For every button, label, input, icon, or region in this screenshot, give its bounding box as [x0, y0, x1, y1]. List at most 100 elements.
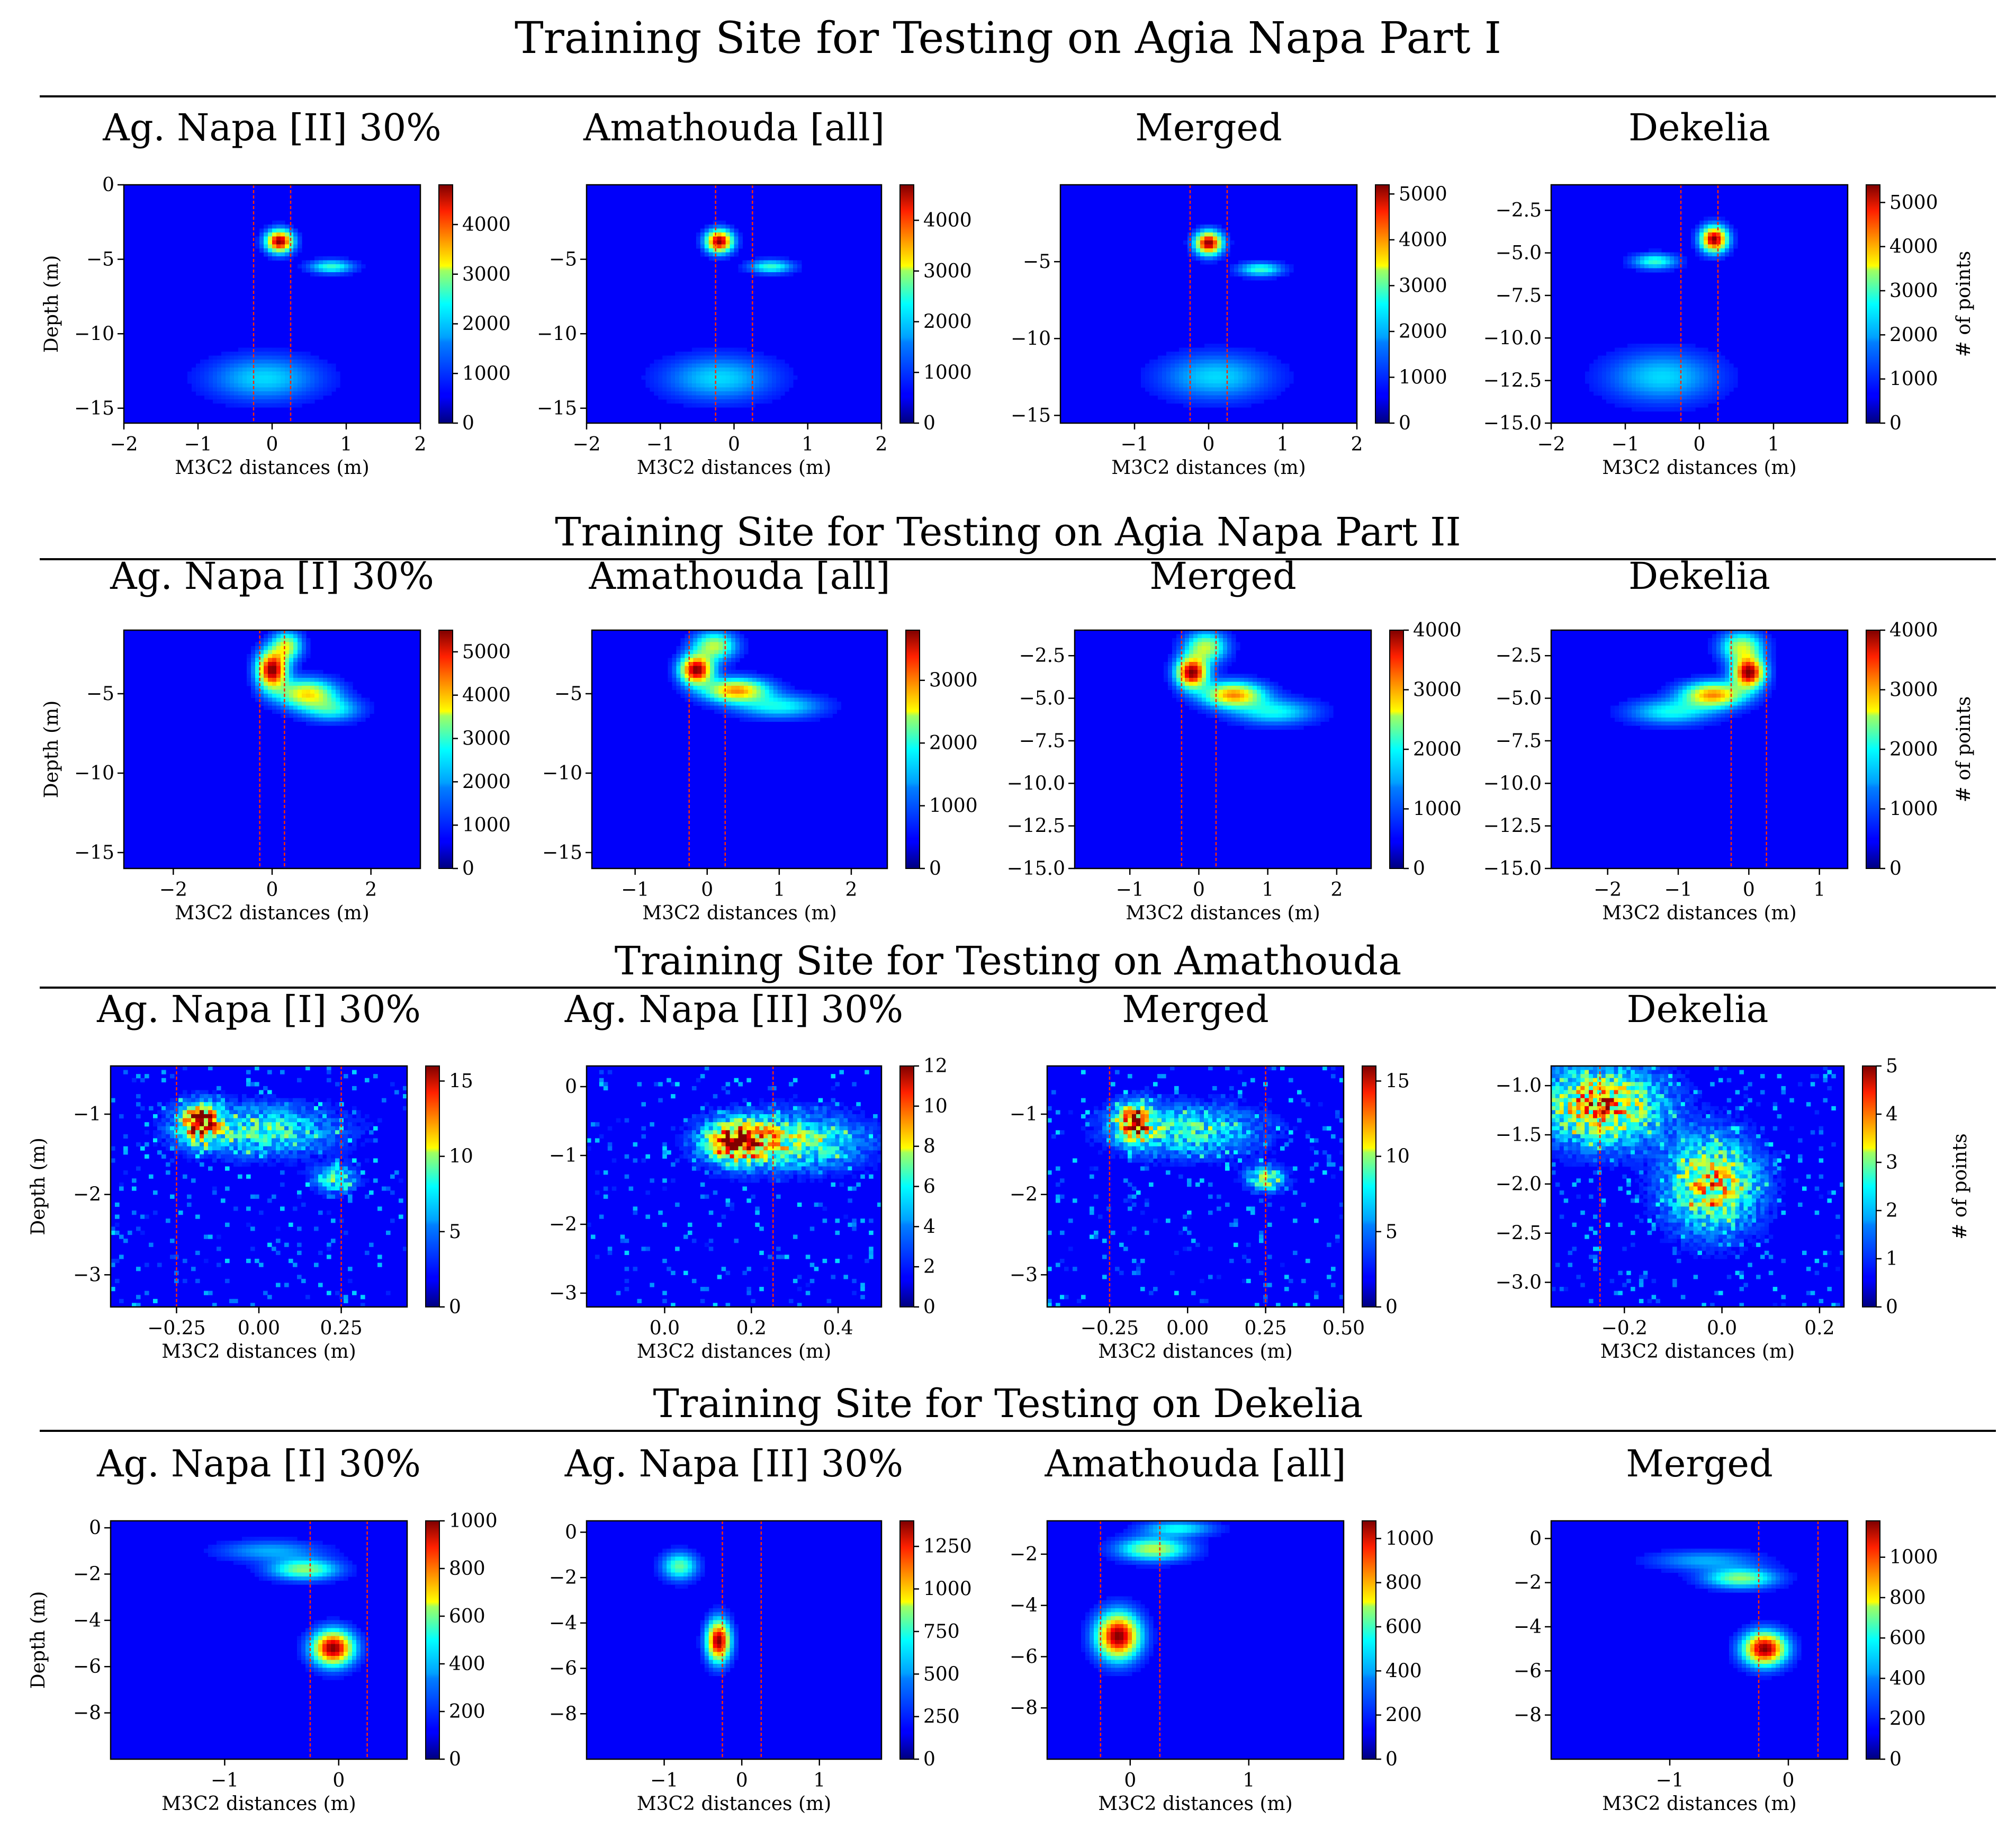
heatmap-cell: [272, 391, 277, 396]
heatmap-cell: [327, 272, 332, 277]
heatmap-cell: [700, 355, 705, 360]
heatmap-cell: [331, 375, 336, 380]
heatmap-cell: [1251, 387, 1256, 392]
heatmap-cell: [1716, 387, 1721, 392]
heatmap-cell: [784, 368, 789, 372]
heatmap-cell: [735, 650, 740, 655]
heatmap-cell: [1661, 697, 1666, 702]
heatmap-cell: [1320, 710, 1325, 714]
heatmap-cell: [1678, 689, 1683, 694]
heatmap-cell: [1644, 713, 1649, 718]
heatmap-cell: [1704, 395, 1708, 400]
heatmap-cell: [1202, 678, 1207, 683]
heatmap-cell: [1657, 407, 1662, 412]
heatmap-cell: [1176, 634, 1181, 639]
heatmap-cell: [1214, 710, 1219, 714]
heatmap-cell: [704, 244, 709, 249]
heatmap-cell: [1227, 710, 1232, 714]
heatmap-cell: [1695, 248, 1700, 253]
heatmap-cell: [1653, 710, 1658, 714]
heatmap-cell: [1204, 228, 1209, 233]
heatmap-cell: [1282, 694, 1287, 698]
heatmap-cell: [238, 360, 243, 364]
heatmap-cell: [738, 375, 743, 380]
heatmap-cell: [1670, 355, 1675, 360]
heatmap-cell: [1695, 718, 1700, 722]
heatmap-cell: [1695, 674, 1700, 678]
heatmap-cell: [1661, 407, 1666, 412]
heatmap-cell: [768, 368, 772, 372]
heatmap-cell: [1259, 264, 1264, 269]
heatmap-cell: [259, 658, 264, 662]
heatmap-cell: [1213, 352, 1218, 356]
heatmap-cell: [1661, 689, 1666, 694]
heatmap-cell: [166, 1130, 170, 1135]
heatmap-cell: [1204, 403, 1209, 408]
heatmap-cell: [1657, 260, 1662, 265]
x-tick-label: −2: [110, 434, 138, 455]
heatmap-cell: [710, 674, 715, 678]
heatmap-cell: [1312, 713, 1317, 718]
heatmap-cell: [742, 399, 747, 404]
heatmap-cell: [693, 697, 698, 702]
heatmap-cell: [1708, 718, 1713, 722]
heatmap-cell: [683, 375, 688, 380]
heatmap-cell: [731, 658, 736, 662]
heatmap-cell: [658, 363, 663, 368]
heatmap-cell: [1198, 710, 1202, 714]
heatmap-cell: [264, 228, 268, 233]
heatmap-cell: [685, 638, 689, 643]
heatmap-cell: [1610, 399, 1615, 404]
heatmap-cell: [772, 383, 777, 388]
heatmap-cell: [718, 670, 723, 675]
heatmap-cell: [1712, 654, 1717, 659]
heatmap-cell: [714, 694, 719, 698]
heatmap-cell: [1725, 252, 1730, 257]
heatmap-cell: [1251, 347, 1256, 352]
heatmap-cell: [1687, 363, 1691, 368]
heatmap-cell: [777, 705, 782, 710]
heatmap-cell: [1615, 387, 1619, 392]
heatmap-cell: [234, 368, 239, 372]
heatmap-cell: [1164, 666, 1168, 670]
heatmap-cell: [641, 375, 646, 380]
heatmap-cell: [1687, 387, 1691, 392]
heatmap-cell: [717, 252, 722, 257]
heatmap-cell: [1227, 713, 1232, 718]
heatmap-cell: [1171, 375, 1175, 380]
heatmap-cell: [327, 375, 332, 380]
heatmap-cell: [1206, 646, 1211, 651]
heatmap-cell: [1636, 399, 1641, 404]
heatmap-cell: [717, 256, 722, 261]
heatmap-cell: [721, 395, 726, 400]
heatmap-cell: [1219, 670, 1223, 675]
x-tick-label: −1: [646, 434, 674, 455]
heatmap-cell: [234, 355, 239, 360]
heatmap-cell: [734, 360, 739, 364]
heatmap-cell: [1179, 395, 1184, 400]
heatmap-cell: [832, 705, 837, 710]
heatmap-cell: [662, 371, 667, 376]
heatmap-cell: [281, 710, 285, 714]
heatmap-cell: [756, 702, 761, 706]
heatmap-cell: [786, 682, 791, 686]
heatmap-cell: [281, 638, 285, 643]
heatmap-cell: [1699, 403, 1704, 408]
x-tick-label: −1: [1116, 879, 1144, 901]
colorbar-tick-label: 1000: [923, 362, 972, 383]
heatmap-cell: [1196, 236, 1201, 241]
heatmap-cell: [654, 368, 659, 372]
heatmap-cell: [1644, 721, 1649, 726]
heatmap-cell: [700, 228, 705, 233]
heatmap-cell: [1691, 344, 1696, 348]
heatmap-cell: [255, 689, 260, 694]
heatmap-cell: [1627, 399, 1632, 404]
heatmap-cell: [255, 666, 260, 670]
heatmap-cell: [721, 232, 726, 237]
heatmap-cell: [221, 352, 226, 356]
heatmap-cell: [1636, 383, 1641, 388]
heatmap-cell: [752, 702, 757, 706]
heatmap-cell: [149, 1174, 154, 1179]
heatmap-cell: [1243, 276, 1247, 281]
heatmap-cell: [1240, 686, 1245, 691]
